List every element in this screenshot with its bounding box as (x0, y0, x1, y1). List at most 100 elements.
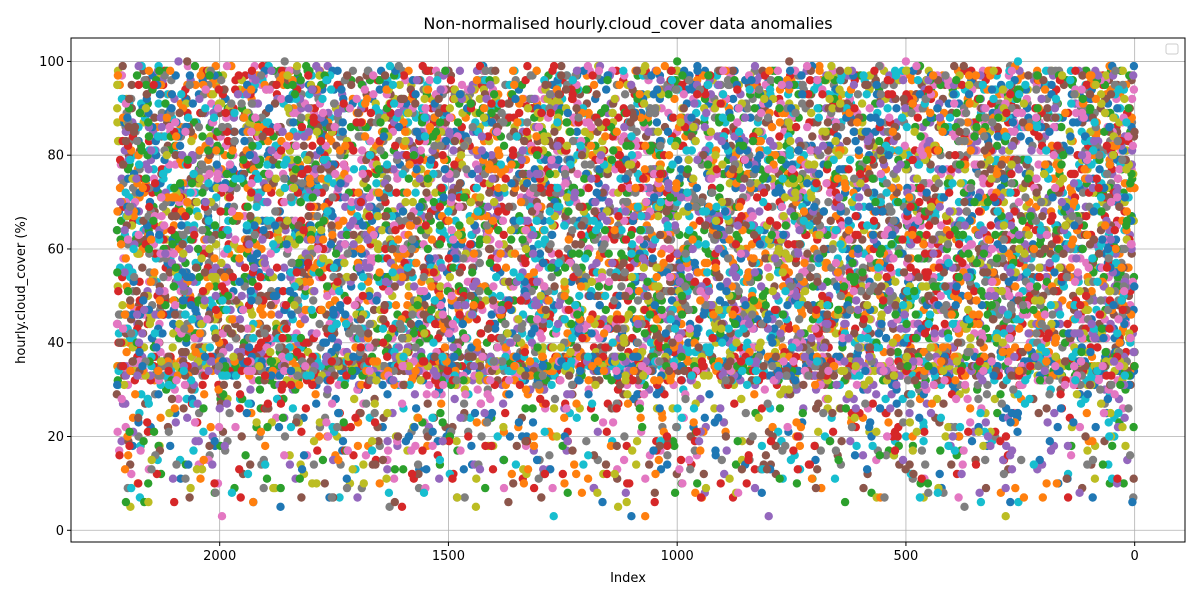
data-point (664, 221, 672, 229)
data-point (798, 99, 806, 107)
data-point (876, 118, 884, 126)
data-point (960, 62, 968, 70)
data-point (139, 296, 147, 304)
data-point (499, 217, 507, 225)
data-point (447, 76, 455, 84)
data-point (237, 99, 245, 107)
data-point (585, 184, 593, 192)
data-point (485, 189, 493, 197)
data-point (693, 67, 701, 75)
data-point (126, 296, 134, 304)
data-point (1047, 217, 1055, 225)
data-point (460, 193, 468, 201)
data-point (602, 85, 610, 93)
data-point (456, 67, 464, 75)
data-point (1085, 264, 1093, 272)
data-point (1130, 85, 1138, 93)
data-point (843, 137, 851, 145)
data-point (1057, 123, 1065, 131)
data-point (509, 67, 517, 75)
data-point (367, 109, 375, 117)
data-point (492, 273, 500, 281)
data-point (350, 165, 358, 173)
data-point (1006, 189, 1014, 197)
data-point (1043, 114, 1051, 122)
data-point (205, 137, 213, 145)
data-point (865, 254, 873, 262)
data-point (113, 81, 121, 89)
data-point (248, 99, 256, 107)
data-point (446, 273, 454, 281)
data-point (267, 310, 275, 318)
data-point (177, 221, 185, 229)
data-point (496, 250, 504, 258)
data-point (361, 85, 369, 93)
data-point (409, 198, 417, 206)
data-point (1027, 146, 1035, 154)
data-point (267, 250, 275, 258)
data-point (575, 292, 583, 300)
data-point (507, 235, 515, 243)
data-point (1061, 109, 1069, 117)
data-point (300, 142, 308, 150)
data-point (846, 156, 854, 164)
data-point (376, 118, 384, 126)
data-point (766, 217, 774, 225)
data-point (458, 81, 466, 89)
data-point (617, 282, 625, 290)
data-point (191, 62, 199, 70)
data-point (987, 221, 995, 229)
data-point (113, 104, 121, 112)
data-point (1037, 95, 1045, 103)
data-point (308, 142, 316, 150)
data-point (223, 62, 231, 70)
data-point (823, 310, 831, 318)
data-point (406, 221, 414, 229)
data-point (416, 175, 424, 183)
data-point (762, 301, 770, 309)
data-point (1128, 95, 1136, 103)
data-point (1007, 179, 1015, 187)
data-point (259, 226, 267, 234)
data-point (751, 62, 759, 70)
data-point (145, 203, 153, 211)
data-point (241, 264, 249, 272)
data-point (882, 334, 890, 342)
data-point (1048, 310, 1056, 318)
data-point (436, 203, 444, 211)
data-point (413, 165, 421, 173)
data-point (192, 264, 200, 272)
data-point (196, 146, 204, 154)
data-point (1066, 132, 1074, 140)
data-point (887, 240, 895, 248)
data-point (815, 62, 823, 70)
data-point (803, 123, 811, 131)
data-point (436, 282, 444, 290)
data-point (808, 132, 816, 140)
data-point (455, 203, 463, 211)
data-point (228, 315, 236, 323)
data-point (422, 189, 430, 197)
data-point (301, 315, 309, 323)
data-point (866, 104, 874, 112)
data-point (402, 151, 410, 159)
data-point (685, 156, 693, 164)
chart-title: Non-normalised hourly.cloud_cover data a… (423, 14, 832, 34)
data-point (621, 90, 629, 98)
data-point (783, 301, 791, 309)
data-point (540, 226, 548, 234)
data-point (1095, 165, 1103, 173)
data-point (193, 198, 201, 206)
data-point (671, 221, 679, 229)
data-point (267, 301, 275, 309)
data-point (1113, 104, 1121, 112)
data-point (1009, 118, 1017, 126)
data-point (863, 81, 871, 89)
data-point (557, 62, 565, 70)
data-point (592, 90, 600, 98)
data-point (1082, 292, 1090, 300)
data-point (289, 118, 297, 126)
data-point (766, 273, 774, 281)
